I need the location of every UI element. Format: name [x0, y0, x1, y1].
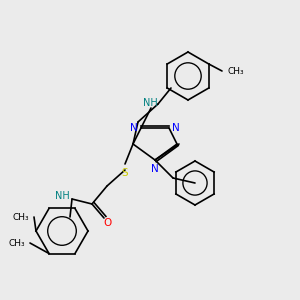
Text: O: O — [103, 218, 111, 228]
Text: N: N — [130, 123, 138, 133]
Text: NH: NH — [142, 98, 158, 108]
Text: N: N — [151, 164, 159, 174]
Text: NH: NH — [55, 191, 70, 201]
Text: S: S — [122, 168, 128, 178]
Text: N: N — [172, 123, 180, 133]
Text: CH₃: CH₃ — [8, 238, 25, 247]
Text: CH₃: CH₃ — [227, 67, 244, 76]
Text: CH₃: CH₃ — [12, 212, 29, 221]
